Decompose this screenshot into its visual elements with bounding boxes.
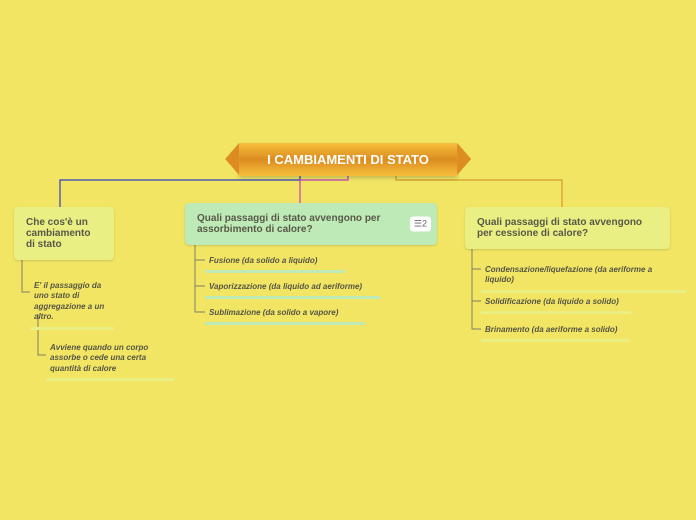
leaf-node[interactable]: Brinamento (da aeriforme a solido): [481, 321, 629, 342]
leaf-node[interactable]: Avviene quando un corpo assorbe o cede u…: [46, 339, 174, 381]
connector-lines: [0, 0, 696, 520]
root-node[interactable]: I CAMBIAMENTI DI STATO: [239, 143, 457, 176]
branch-label: Quali passaggi di stato avvengono per as…: [197, 213, 380, 235]
root-label: I CAMBIAMENTI DI STATO: [267, 152, 429, 167]
leaf-node[interactable]: Solidificazione (da liquido a solido): [481, 293, 631, 314]
branch-label: Quali passaggi di stato avvengono per ce…: [477, 217, 642, 239]
branch-label: Che cos'è un cambiamento di stato: [26, 217, 90, 250]
branch-node-2[interactable]: Quali passaggi di stato avvengono per as…: [185, 203, 437, 245]
leaf-node[interactable]: E' il passaggio da uno stato di aggregaz…: [30, 277, 114, 330]
leaf-node[interactable]: Condensazione/liquefazione (da aeriforme…: [481, 261, 686, 293]
leaf-node[interactable]: Sublimazione (da solido a vapore): [205, 304, 365, 325]
branch-node-3[interactable]: Quali passaggi di stato avvengono per ce…: [465, 207, 670, 249]
leaf-node[interactable]: Fusione (da solido a liquido): [205, 252, 345, 273]
leaf-node[interactable]: Vaporizzazione (da liquido ad aeriforme): [205, 278, 380, 299]
list-badge: ☰2: [410, 217, 431, 232]
branch-node-1[interactable]: Che cos'è un cambiamento di stato: [14, 207, 114, 260]
